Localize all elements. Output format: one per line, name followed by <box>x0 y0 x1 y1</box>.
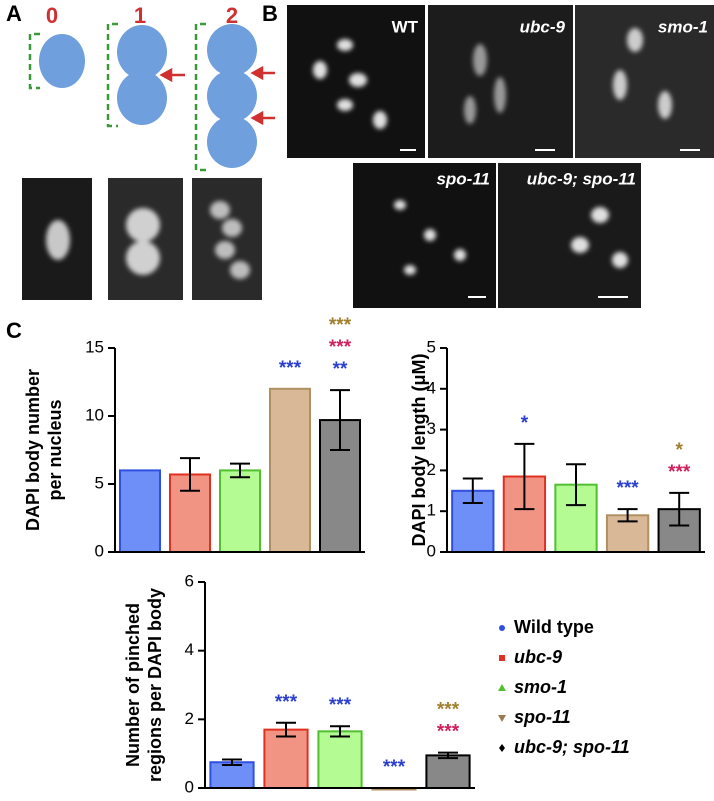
stage-label: 1 <box>134 3 146 28</box>
bar <box>263 728 309 790</box>
y-tick-label: 5 <box>95 473 104 492</box>
y-tick-label: 0 <box>185 777 194 796</box>
legend-marker <box>499 625 505 631</box>
significance-label: *** <box>275 692 298 713</box>
bar <box>119 469 161 553</box>
panel-label: A <box>6 1 22 26</box>
image-label: WT <box>392 17 419 36</box>
y-tick-label: 1 <box>427 501 436 520</box>
significance-label: *** <box>329 695 352 716</box>
legend-label: Wild type <box>514 617 594 637</box>
panel-label: B <box>262 1 278 26</box>
bar <box>317 730 363 789</box>
legend-marker <box>499 744 505 752</box>
legend-label: ubc-9 <box>514 647 562 667</box>
micrograph <box>287 5 714 308</box>
bar <box>269 387 311 553</box>
y-axis-label: regions per DAPI body <box>145 588 165 782</box>
legend-marker <box>498 684 506 691</box>
image-label: ubc-9 <box>520 17 566 36</box>
y-tick-label: 0 <box>427 541 436 560</box>
stage-label: 0 <box>46 3 58 28</box>
bar <box>425 754 471 790</box>
y-axis-label: DAPI body length (μM) <box>409 354 429 547</box>
significance-label: *** <box>329 337 352 358</box>
image-label: smo-1 <box>658 17 708 36</box>
error-bar <box>222 758 242 766</box>
y-tick-label: 3 <box>427 419 436 438</box>
bar <box>209 761 255 789</box>
significance-label: *** <box>329 315 352 336</box>
error-bar <box>669 491 690 527</box>
significance-label: *** <box>617 478 640 499</box>
y-axis-label: DAPI body number <box>23 369 43 531</box>
micrograph <box>22 178 262 300</box>
y-tick-label: 0 <box>95 541 104 560</box>
significance-label: *** <box>383 757 406 778</box>
error-bar <box>566 463 586 507</box>
y-tick-label: 2 <box>185 709 194 728</box>
panel-label: C <box>6 318 22 343</box>
significance-label: * <box>521 413 529 434</box>
y-axis-label: Number of pinched <box>123 603 143 767</box>
significance-label: *** <box>437 722 460 743</box>
error-bar <box>617 508 638 523</box>
error-bar <box>330 725 350 738</box>
y-axis-label: per nucleus <box>45 399 65 500</box>
error-bar <box>180 457 200 492</box>
y-tick-label: 2 <box>427 460 436 479</box>
y-tick-label: 4 <box>185 640 194 659</box>
bar <box>219 469 261 553</box>
error-bar <box>276 721 296 738</box>
image-label: ubc-9; spo-11 <box>527 169 636 188</box>
legend-label: spo-11 <box>514 707 571 727</box>
y-tick-label: 6 <box>185 571 194 590</box>
legend-label: ubc-9; spo-11 <box>514 737 630 757</box>
y-tick-label: 15 <box>85 337 104 356</box>
y-tick-label: 10 <box>85 405 104 424</box>
schematic <box>39 24 257 168</box>
error-bar <box>330 389 350 451</box>
significance-label: ** <box>333 359 348 380</box>
error-bar <box>438 751 458 760</box>
significance-label: *** <box>668 462 691 483</box>
significance-label: *** <box>279 358 302 379</box>
bracket <box>28 22 206 172</box>
legend-marker <box>499 655 505 661</box>
arrow <box>159 65 275 126</box>
scale-bar <box>400 149 700 298</box>
legend-label: smo-1 <box>514 677 567 697</box>
y-tick-label: 5 <box>427 337 436 356</box>
significance-label: * <box>675 440 683 461</box>
error-bar <box>462 477 483 505</box>
legend-marker <box>498 715 506 722</box>
image-label: spo-11 <box>436 169 490 188</box>
error-bar <box>230 462 250 479</box>
significance-label: *** <box>437 700 460 721</box>
error-bar <box>514 442 535 511</box>
stage-label: 2 <box>226 3 238 28</box>
y-tick-label: 4 <box>427 378 436 397</box>
